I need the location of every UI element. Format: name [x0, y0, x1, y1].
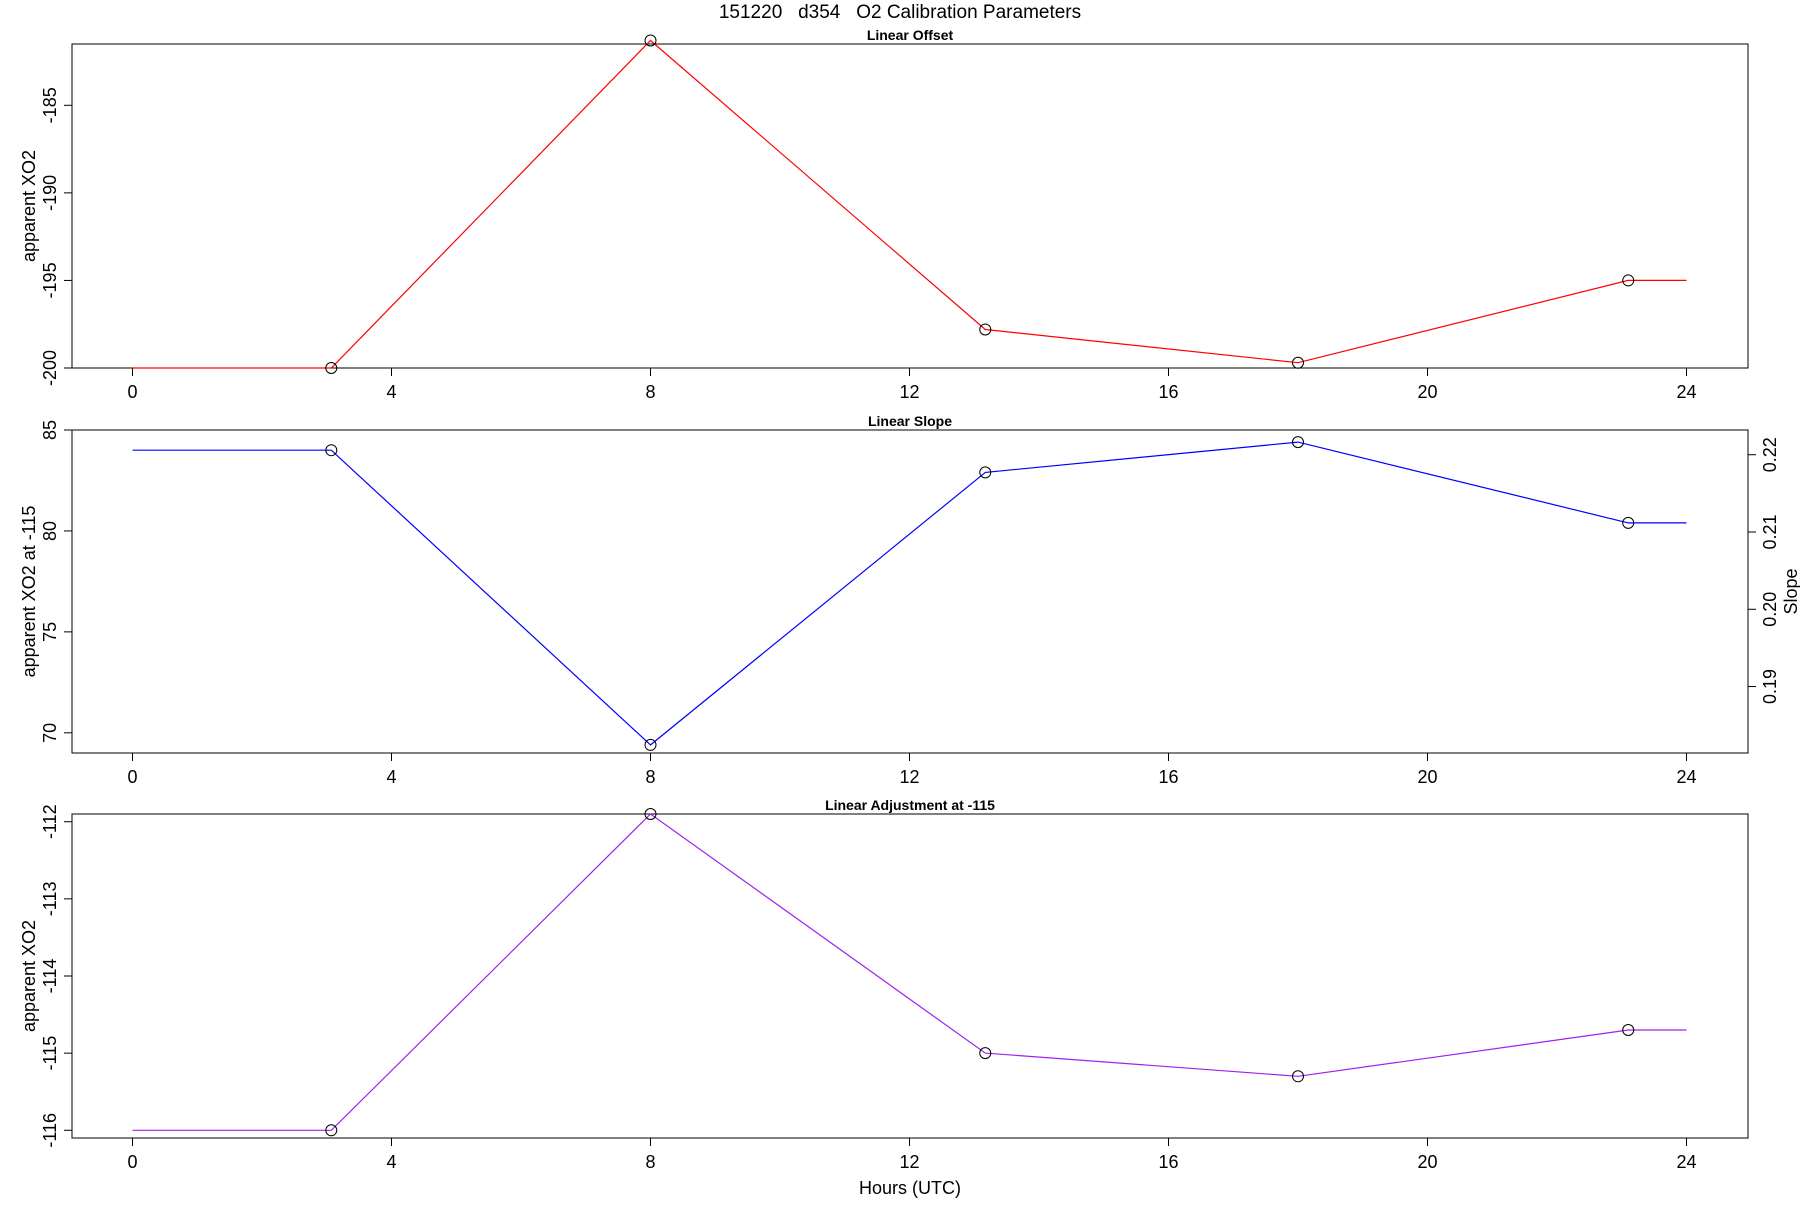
panel-3: Linear Adjustment at -115 0 4 8 12 16 20 24 -116… — [19, 797, 1749, 1172]
data-point — [644, 34, 657, 47]
x-tick-label: 8 — [645, 382, 655, 402]
panel-title: Linear Adjustment at -115 — [825, 797, 995, 813]
x-tick-label: 12 — [899, 382, 919, 402]
panel-2: Linear Slope 0 4 8 12 16 20 24 70 75 80 85 apparent … — [19, 413, 1800, 787]
y2-axis-label: Slope — [1781, 568, 1800, 614]
y-tick-label: 85 — [40, 420, 60, 440]
data-point — [1622, 274, 1635, 287]
x-tick-label: 12 — [899, 1152, 919, 1172]
y-tick-label: -114 — [40, 959, 60, 994]
series-line — [132, 39, 1687, 369]
data-point — [1292, 356, 1304, 369]
series-line — [132, 813, 1687, 1131]
data-point — [644, 738, 657, 751]
y-tick-label: -190 — [40, 175, 60, 211]
panel-title: Linear Offset — [867, 27, 954, 43]
panel-1: Linear Offset 0 4 8 12 16 20 24 -200 -195 -190 -185… — [19, 27, 1749, 402]
data-point — [1292, 436, 1304, 449]
x-axis-label: Hours (UTC) — [859, 1178, 961, 1198]
data-point — [325, 1124, 338, 1137]
x-tick-label: 0 — [127, 767, 137, 787]
x-tick-label: 16 — [1158, 382, 1178, 402]
y-tick-label: -200 — [40, 350, 60, 386]
y2-tick-label: 0.22 — [1760, 437, 1780, 472]
y-tick-label: -185 — [40, 87, 60, 123]
y-axis-label: apparent XO2 at -115 — [19, 506, 39, 678]
y-tick-label: -112 — [40, 804, 60, 839]
y-tick-label: -115 — [40, 1036, 60, 1071]
y-tick-label: 75 — [40, 622, 60, 642]
x-tick-label: 12 — [899, 767, 919, 787]
y-tick-label: -116 — [40, 1113, 60, 1148]
figure-title: 151220 d354 O2 Calibration Parameters — [718, 2, 1082, 23]
x-tick-label: 24 — [1676, 1152, 1696, 1172]
data-point — [979, 1047, 992, 1060]
x-tick-label: 4 — [386, 767, 396, 787]
y2-tick-label: 0.21 — [1760, 514, 1780, 549]
x-tick-label: 4 — [386, 1152, 396, 1172]
y-axis-label: apparent XO2 — [19, 920, 39, 1032]
series-line — [132, 441, 1687, 746]
y-tick-label: 70 — [40, 723, 60, 743]
y2-tick-label: 0.20 — [1760, 592, 1780, 627]
y2-tick-label: 0.19 — [1760, 669, 1780, 704]
y-tick-label: 80 — [40, 521, 60, 541]
x-tick-label: 8 — [645, 767, 655, 787]
y-tick-label: -113 — [40, 882, 60, 917]
data-point — [1292, 1070, 1304, 1083]
data-point — [1622, 516, 1635, 529]
x-tick-label: 4 — [386, 382, 396, 402]
y-axis-label: apparent XO2 — [19, 150, 39, 262]
x-tick-label: 16 — [1158, 1152, 1178, 1172]
panel-title: Linear Slope — [868, 413, 952, 429]
x-tick-label: 24 — [1676, 767, 1696, 787]
x-tick-label: 0 — [127, 382, 137, 402]
x-tick-label: 20 — [1417, 382, 1437, 402]
data-point — [979, 466, 992, 479]
data-point — [644, 808, 657, 820]
data-point — [325, 362, 338, 374]
y-tick-label: -195 — [40, 262, 60, 298]
data-point — [979, 323, 992, 336]
x-tick-label: 8 — [645, 1152, 655, 1172]
plot-frame — [71, 813, 1749, 1139]
x-tick-label: 0 — [127, 1152, 137, 1172]
x-tick-label: 20 — [1417, 1152, 1437, 1172]
plot-frame — [71, 429, 1749, 754]
x-tick-label: 16 — [1158, 767, 1178, 787]
x-tick-label: 24 — [1676, 382, 1696, 402]
data-point — [325, 444, 338, 457]
x-tick-label: 20 — [1417, 767, 1437, 787]
data-point — [1622, 1024, 1635, 1036]
plot-frame — [71, 43, 1749, 369]
